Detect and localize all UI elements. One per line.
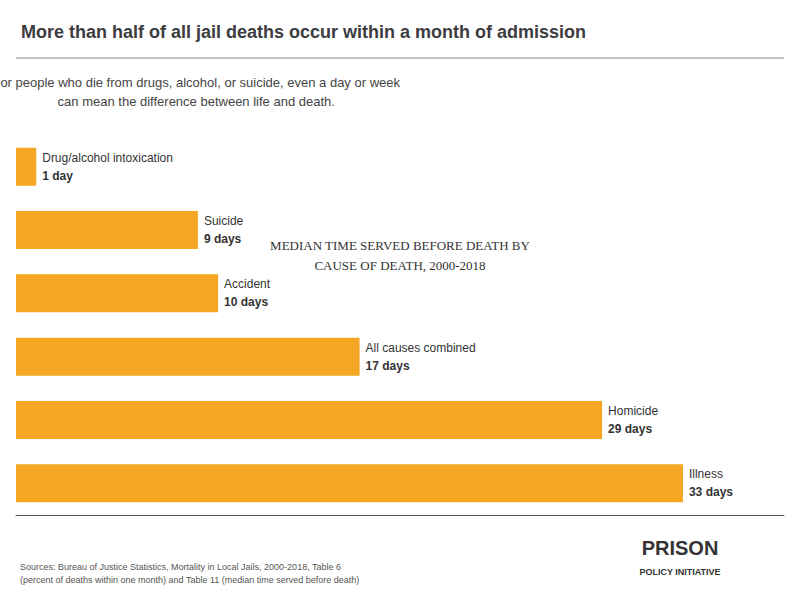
svg-text:Sources: Bureau of Justice Sta: Sources: Bureau of Justice Statistics, M… (20, 562, 341, 572)
svg-text:Suicide: Suicide (204, 214, 244, 228)
svg-text:9 days: 9 days (204, 232, 242, 246)
svg-text:33 days: 33 days (689, 485, 733, 499)
svg-text:PRISON: PRISON (642, 537, 719, 559)
svg-text:(percent of deaths within one: (percent of deaths within one month) and… (20, 575, 359, 585)
svg-text:10 days: 10 days (224, 295, 268, 309)
svg-text:can mean the difference betwee: can mean the difference between life and… (58, 94, 335, 109)
svg-text:29 days: 29 days (608, 422, 652, 436)
svg-text:For people who die from drugs,: For people who die from drugs, alcohol, … (0, 75, 400, 90)
svg-text:POLICY INITIATIVE: POLICY INITIATIVE (639, 567, 720, 577)
svg-text:Homicide: Homicide (608, 404, 658, 418)
svg-text:CAUSE OF DEATH, 2000-2018: CAUSE OF DEATH, 2000-2018 (314, 258, 485, 273)
svg-text:Illness: Illness (689, 467, 723, 481)
svg-text:Drug/alcohol intoxication: Drug/alcohol intoxication (42, 151, 173, 165)
svg-text:1 day: 1 day (42, 169, 73, 183)
svg-text:17 days: 17 days (366, 359, 410, 373)
svg-text:More than half of all jail dea: More than half of all jail deaths occur … (21, 22, 586, 42)
svg-text:MEDIAN TIME SERVED BEFORE DEAT: MEDIAN TIME SERVED BEFORE DEATH BY (270, 238, 530, 253)
svg-text:All causes combined: All causes combined (366, 341, 476, 355)
svg-text:Accident: Accident (224, 277, 271, 291)
